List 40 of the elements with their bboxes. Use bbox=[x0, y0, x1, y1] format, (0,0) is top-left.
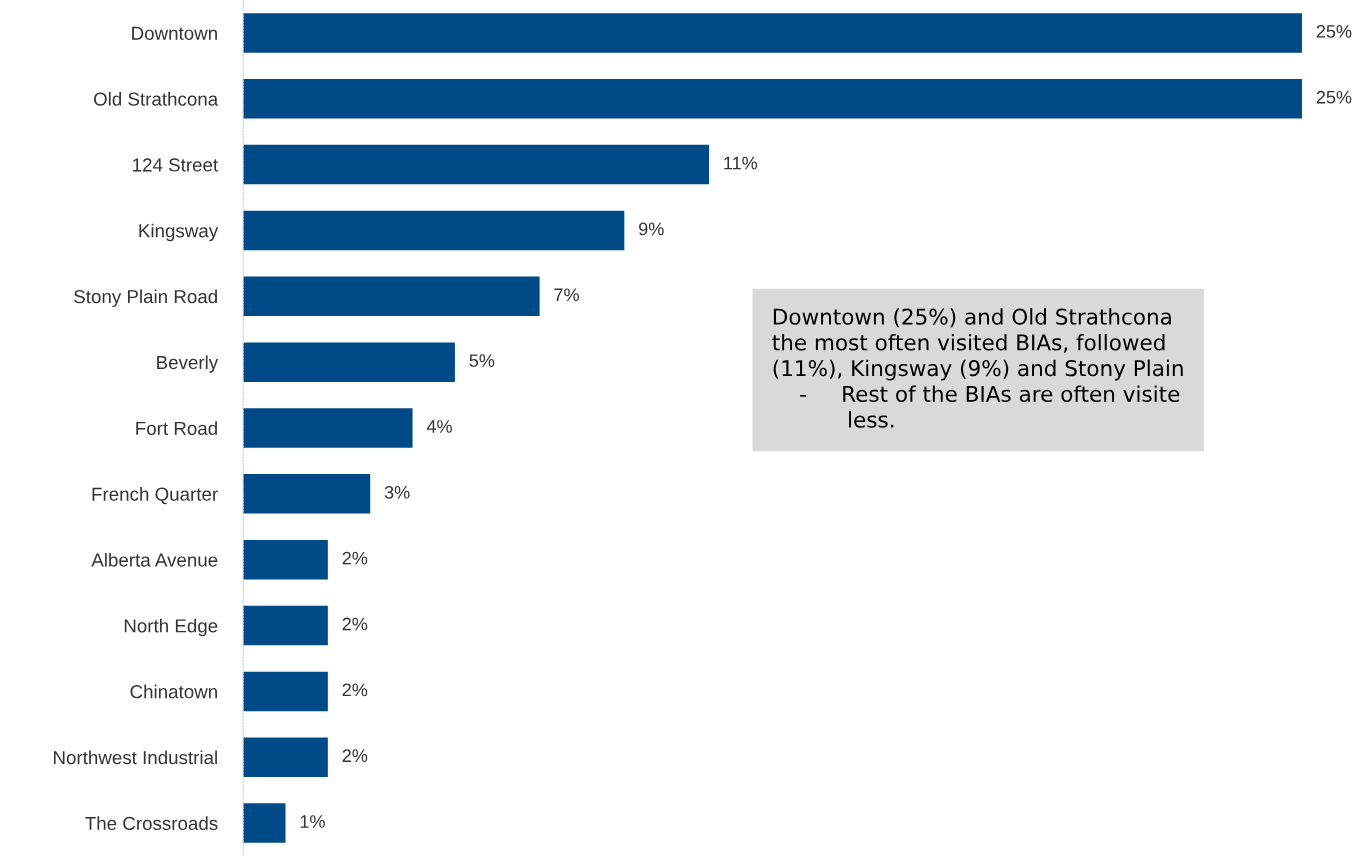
y-tick-label: Northwest Industrial bbox=[54, 750, 217, 765]
bar bbox=[243, 737, 328, 777]
y-tick-label: Beverly bbox=[157, 355, 219, 373]
bar bbox=[243, 671, 328, 712]
data-label: 1% bbox=[300, 815, 325, 828]
bar bbox=[243, 276, 540, 317]
y-tick-label: The Crossroads bbox=[85, 816, 218, 831]
data-label: 3% bbox=[384, 485, 410, 499]
y-tick-label: Alberta Avenue bbox=[91, 552, 218, 567]
data-label: 25% bbox=[1316, 90, 1352, 104]
data-label: 5% bbox=[469, 354, 495, 367]
data-label: 2% bbox=[342, 617, 368, 631]
y-tick-label: Kingsway bbox=[139, 223, 219, 242]
data-label: 2% bbox=[342, 749, 368, 763]
bar bbox=[243, 408, 413, 448]
bar bbox=[243, 605, 328, 646]
bar bbox=[243, 474, 371, 514]
y-tick-label: Downtown bbox=[132, 26, 217, 40]
bar bbox=[243, 803, 286, 843]
bar bbox=[243, 342, 455, 382]
data-label: 11% bbox=[724, 156, 758, 170]
annotation: Downtown (25%) and Old Strathcona the most often visited BIAs, followed (11%), Kingsway (9%) and Stony Plain - Rest of the BIAs are often visite less. bbox=[772, 308, 1183, 428]
data-label: 2% bbox=[342, 551, 368, 565]
bar bbox=[243, 79, 1302, 119]
y-tick-label: French Quarter bbox=[92, 487, 218, 505]
bar bbox=[243, 144, 710, 185]
data-label: 9% bbox=[639, 222, 664, 236]
y-tick-label: Chinatown bbox=[130, 684, 217, 699]
data-label: 2% bbox=[342, 683, 368, 697]
y-tick-label: North Edge bbox=[124, 618, 218, 637]
data-label: 7% bbox=[554, 288, 579, 302]
bar bbox=[243, 13, 1302, 53]
bar bbox=[243, 539, 328, 580]
bar bbox=[243, 210, 625, 251]
data-label: 4% bbox=[426, 420, 452, 433]
y-tick-label: Old Strathcona bbox=[93, 91, 219, 106]
data-label: 25% bbox=[1316, 24, 1352, 38]
y-tick-label: Fort Road bbox=[136, 421, 217, 435]
y-tick-label: Stony Plain Road bbox=[74, 289, 217, 307]
y-tick-label: 124 Street bbox=[133, 158, 219, 172]
